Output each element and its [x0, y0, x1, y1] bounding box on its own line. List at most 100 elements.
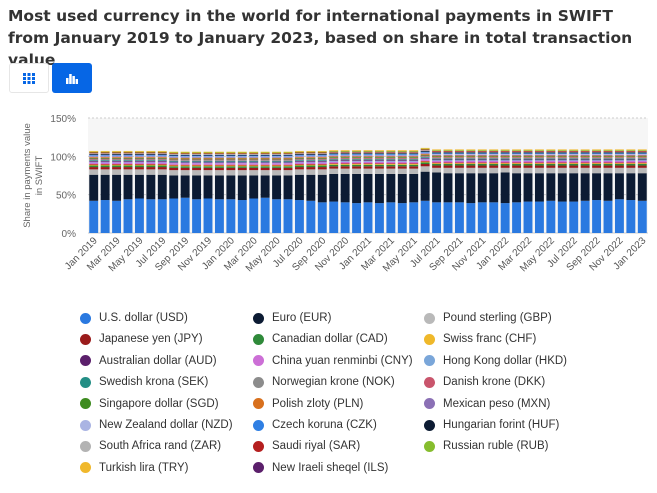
bar-segment[interactable]	[100, 151, 110, 153]
bar-segment[interactable]	[363, 154, 373, 155]
bar-segment[interactable]	[272, 154, 282, 156]
bar-segment[interactable]	[477, 152, 487, 154]
bar-segment[interactable]	[489, 173, 499, 203]
bar-segment[interactable]	[523, 150, 533, 152]
bar-segment[interactable]	[603, 150, 613, 151]
bar-segment[interactable]	[477, 160, 487, 163]
bar-segment[interactable]	[157, 161, 167, 163]
bar-segment[interactable]	[489, 162, 499, 164]
bar-segment[interactable]	[374, 154, 384, 156]
bar-segment[interactable]	[386, 202, 396, 233]
bar-segment[interactable]	[352, 160, 362, 161]
bar-segment[interactable]	[169, 159, 179, 161]
bar-segment[interactable]	[272, 175, 282, 200]
bar-segment[interactable]	[340, 160, 350, 161]
bar-segment[interactable]	[443, 150, 453, 152]
legend-item[interactable]: Pound sterling (GBP)	[424, 310, 552, 326]
bar-segment[interactable]	[283, 167, 293, 171]
bar-segment[interactable]	[260, 157, 270, 159]
bar-segment[interactable]	[260, 166, 270, 168]
bar-segment[interactable]	[89, 154, 99, 156]
bar-segment[interactable]	[534, 156, 544, 158]
bar-segment[interactable]	[123, 167, 133, 170]
bar-segment[interactable]	[420, 162, 430, 164]
bar-segment[interactable]	[226, 156, 236, 158]
bar-segment[interactable]	[409, 154, 419, 156]
bar-segment[interactable]	[89, 160, 99, 162]
bar-segment[interactable]	[489, 150, 499, 151]
bar-segment[interactable]	[420, 154, 430, 156]
bar-segment[interactable]	[534, 164, 544, 166]
bar-segment[interactable]	[489, 159, 499, 161]
bar-segment[interactable]	[203, 198, 213, 234]
bar-segment[interactable]	[614, 158, 624, 160]
bar-segment[interactable]	[203, 164, 213, 166]
bar-segment[interactable]	[637, 150, 647, 152]
bar-segment[interactable]	[409, 161, 419, 164]
bar-segment[interactable]	[580, 155, 590, 157]
bar-segment[interactable]	[489, 150, 499, 152]
bar-segment[interactable]	[500, 157, 510, 158]
bar-segment[interactable]	[237, 165, 247, 167]
bar-segment[interactable]	[294, 161, 304, 163]
bar-segment[interactable]	[512, 150, 522, 151]
bar-segment[interactable]	[432, 152, 442, 154]
bar-segment[interactable]	[214, 164, 224, 166]
bar-segment[interactable]	[146, 150, 156, 152]
bar-segment[interactable]	[123, 155, 133, 157]
bar-segment[interactable]	[329, 168, 339, 174]
bar-segment[interactable]	[283, 156, 293, 158]
bar-segment[interactable]	[157, 169, 167, 175]
bar-segment[interactable]	[489, 202, 499, 233]
bar-segment[interactable]	[272, 153, 282, 155]
bar-segment[interactable]	[112, 164, 122, 166]
bar-segment[interactable]	[157, 160, 167, 162]
bar-segment[interactable]	[249, 152, 259, 154]
bar-segment[interactable]	[134, 153, 144, 155]
bar-segment[interactable]	[226, 165, 236, 167]
bar-segment[interactable]	[294, 160, 304, 161]
bar-segment[interactable]	[249, 165, 259, 167]
bar-segment[interactable]	[580, 154, 590, 156]
bar-segment[interactable]	[603, 152, 613, 154]
bar-segment[interactable]	[592, 159, 602, 161]
bar-segment[interactable]	[329, 158, 339, 160]
bar-segment[interactable]	[454, 151, 464, 153]
bar-segment[interactable]	[100, 162, 110, 164]
bar-segment[interactable]	[123, 174, 133, 200]
bar-segment[interactable]	[352, 164, 362, 165]
bar-segment[interactable]	[489, 160, 499, 161]
bar-segment[interactable]	[272, 157, 282, 159]
bar-segment[interactable]	[489, 157, 499, 158]
bar-segment[interactable]	[260, 153, 270, 155]
bar-segment[interactable]	[180, 165, 190, 167]
bar-segment[interactable]	[317, 155, 327, 157]
bar-segment[interactable]	[489, 158, 499, 160]
bar-segment[interactable]	[180, 160, 190, 161]
bar-segment[interactable]	[500, 158, 510, 160]
bar-segment[interactable]	[546, 157, 556, 159]
bar-segment[interactable]	[306, 158, 316, 160]
legend-item[interactable]: Norwegian krone (NOK)	[253, 374, 395, 390]
bar-segment[interactable]	[249, 157, 259, 159]
bar-segment[interactable]	[203, 175, 213, 199]
bar-segment[interactable]	[420, 158, 430, 160]
bar-segment[interactable]	[363, 166, 373, 169]
bar-segment[interactable]	[546, 153, 556, 155]
bar-segment[interactable]	[306, 150, 316, 152]
bar-segment[interactable]	[580, 162, 590, 164]
bar-segment[interactable]	[340, 159, 350, 161]
bar-segment[interactable]	[432, 150, 442, 151]
bar-segment[interactable]	[569, 163, 579, 164]
bar-segment[interactable]	[603, 151, 613, 153]
bar-segment[interactable]	[432, 154, 442, 156]
legend-item[interactable]: Turkish lira (TRY)	[80, 460, 188, 476]
bar-segment[interactable]	[363, 157, 373, 158]
bar-segment[interactable]	[592, 163, 602, 164]
bar-segment[interactable]	[363, 160, 373, 162]
bar-segment[interactable]	[169, 155, 179, 157]
bar-segment[interactable]	[283, 154, 293, 155]
bar-segment[interactable]	[283, 162, 293, 164]
bar-segment[interactable]	[260, 162, 270, 164]
bar-segment[interactable]	[134, 161, 144, 163]
